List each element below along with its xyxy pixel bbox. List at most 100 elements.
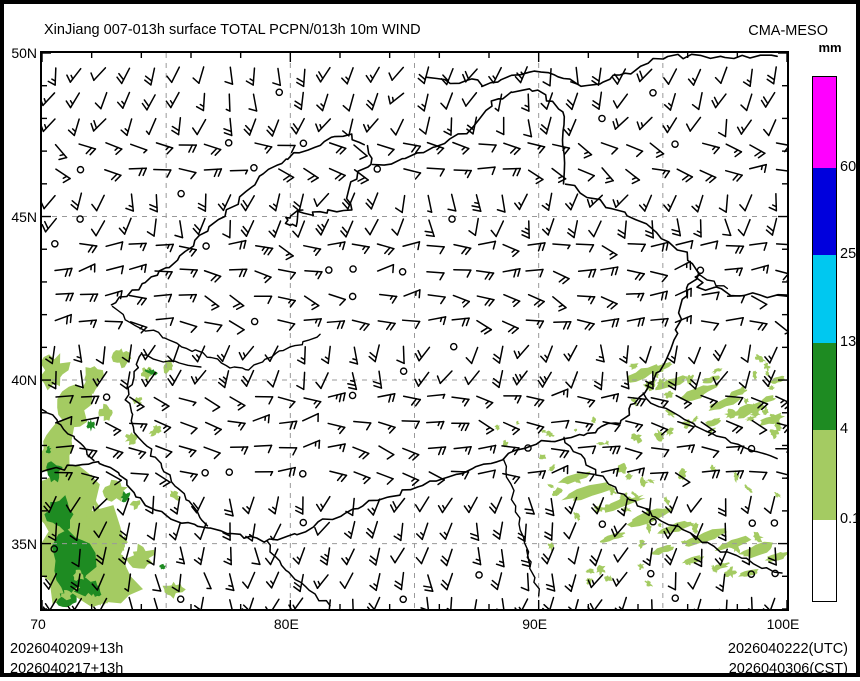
wind-barb <box>279 297 296 307</box>
wind-barb <box>776 322 787 334</box>
wind-barb <box>697 267 703 273</box>
wind-barb <box>317 94 328 110</box>
wind-barb <box>52 241 58 247</box>
wind-barb <box>328 423 345 433</box>
wind-barb <box>328 444 345 452</box>
wind-barb <box>614 548 628 562</box>
wind-barb <box>719 499 726 516</box>
map-canvas <box>42 53 787 609</box>
precip-blob <box>545 431 554 438</box>
wind-barb <box>478 167 495 174</box>
wind-barb <box>588 195 603 207</box>
wind-barb <box>244 119 255 135</box>
wind-barb <box>613 195 628 207</box>
wind-barb <box>178 191 184 197</box>
wind-barb <box>750 165 766 173</box>
wind-barb <box>203 243 209 249</box>
wind-barb <box>553 144 570 154</box>
wind-barb <box>42 219 56 232</box>
wind-barb <box>107 266 123 274</box>
wind-barb <box>126 194 133 211</box>
precip-blob <box>574 428 577 432</box>
wind-barb <box>542 548 554 564</box>
precip-blob <box>745 416 757 422</box>
map-plot-area[interactable] <box>40 51 789 611</box>
wind-barb <box>316 119 330 131</box>
wind-barb <box>765 497 775 514</box>
wind-barb <box>269 497 279 514</box>
wind-barb <box>147 119 156 135</box>
wind-barb <box>719 195 727 212</box>
wind-barb <box>278 320 295 330</box>
wind-barb <box>403 320 420 328</box>
wind-barb <box>427 272 444 280</box>
wind-barb <box>239 347 253 360</box>
wind-barb <box>66 93 79 108</box>
wind-barb <box>620 346 628 363</box>
precip-blob <box>690 416 699 423</box>
wind-barb <box>526 320 543 328</box>
wind-barb <box>513 371 527 385</box>
wind-barb <box>503 269 520 277</box>
precip-blob <box>552 487 563 496</box>
wind-barb <box>229 241 246 249</box>
wind-barb <box>615 597 626 609</box>
precip-blob <box>640 476 649 487</box>
wind-barb <box>448 194 456 211</box>
wind-barb <box>627 318 644 326</box>
wind-barb <box>296 497 303 514</box>
wind-barb <box>77 216 83 222</box>
wind-barb <box>255 296 272 303</box>
wind-barb <box>273 68 280 85</box>
wind-barb <box>297 69 305 86</box>
wind-barb <box>368 598 380 609</box>
wind-barb <box>342 68 353 84</box>
wind-barb <box>528 243 545 251</box>
precip-blob <box>625 473 633 481</box>
colorbar-tick-4: 4 <box>840 421 848 437</box>
wind-barb <box>601 267 618 275</box>
wind-barb <box>154 294 171 301</box>
wind-barb <box>477 271 494 280</box>
wind-barb <box>664 196 676 211</box>
wind-barb <box>56 293 73 300</box>
wind-barb <box>205 398 219 411</box>
wind-barb <box>503 245 519 257</box>
precip-blob <box>744 398 749 404</box>
lon-tick-100e: 100E <box>767 616 800 632</box>
wind-barb <box>479 144 496 152</box>
border-line <box>503 459 539 596</box>
wind-barb <box>365 220 378 235</box>
wind-barb <box>688 573 700 588</box>
wind-barb <box>479 241 496 249</box>
wind-barb <box>522 221 529 238</box>
wind-barb <box>677 169 692 181</box>
wind-barb <box>367 522 378 538</box>
precip-blob <box>586 569 595 574</box>
wind-barb <box>79 264 94 272</box>
wind-barb <box>76 371 83 388</box>
wind-barb <box>723 219 731 235</box>
wind-barb <box>404 290 420 298</box>
wind-barb <box>416 497 429 511</box>
wind-barb <box>304 246 321 256</box>
wind-barb <box>564 120 576 136</box>
wind-barb <box>528 471 545 478</box>
wind-barb <box>651 242 668 251</box>
wind-barb <box>231 447 248 454</box>
precip-blob <box>637 563 645 570</box>
colorbar[interactable] <box>812 76 837 602</box>
wind-barb <box>389 93 404 104</box>
init-time-line2: 2026040217+13h <box>10 661 123 677</box>
wind-barb <box>280 448 297 455</box>
wind-barb <box>643 548 652 565</box>
wind-barb <box>330 143 346 154</box>
wind-barb <box>726 171 742 181</box>
wind-barb <box>379 446 394 459</box>
precip-blob <box>495 425 500 431</box>
wind-barb <box>166 93 179 108</box>
wind-barb <box>702 292 719 299</box>
wind-barb <box>392 219 403 235</box>
wind-barb <box>246 524 255 541</box>
precip-blob <box>755 354 766 362</box>
